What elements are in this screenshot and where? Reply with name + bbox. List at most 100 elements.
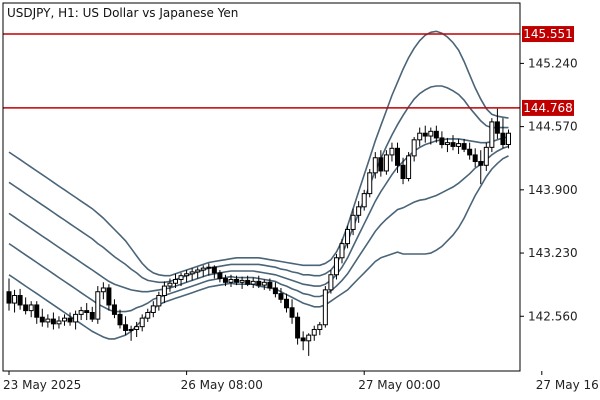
candle bbox=[311, 325, 317, 341]
candle-body-bull bbox=[189, 271, 195, 275]
candle-body-bear bbox=[433, 130, 439, 139]
candle-body-bear bbox=[67, 317, 73, 323]
candle-body-bull bbox=[239, 279, 245, 283]
candle bbox=[361, 189, 367, 211]
candle-body-bull bbox=[311, 328, 317, 336]
candle-body-bull bbox=[417, 132, 423, 141]
candle bbox=[211, 265, 217, 279]
candle bbox=[106, 284, 112, 311]
candle bbox=[284, 293, 289, 313]
candle bbox=[23, 297, 29, 315]
candle bbox=[378, 150, 384, 177]
candle-body-bear bbox=[472, 154, 478, 163]
candle bbox=[84, 303, 90, 321]
candle bbox=[45, 314, 51, 328]
candle bbox=[406, 152, 412, 182]
candle bbox=[439, 131, 445, 149]
candle bbox=[89, 306, 95, 322]
candle bbox=[189, 268, 195, 281]
level-label-0: 145.551 bbox=[523, 27, 573, 41]
band-line-0 bbox=[8, 30, 509, 277]
candle bbox=[56, 316, 62, 329]
candle-body-bear bbox=[400, 164, 406, 180]
candle bbox=[395, 142, 400, 173]
candle-body-bear bbox=[500, 132, 506, 146]
candle bbox=[322, 286, 328, 328]
level-label-1: 144.768 bbox=[523, 101, 573, 115]
candle bbox=[111, 299, 117, 319]
candle-body-bull bbox=[411, 139, 417, 157]
candle-body-bull bbox=[56, 320, 62, 325]
y-tick-label: 143.900 bbox=[528, 183, 578, 197]
candle bbox=[411, 136, 417, 162]
candle-body-bull bbox=[317, 324, 323, 330]
candle bbox=[150, 301, 156, 318]
candle bbox=[400, 157, 406, 185]
candle bbox=[161, 281, 167, 304]
candle-body-bull bbox=[95, 291, 101, 320]
candle-body-bear bbox=[461, 143, 467, 150]
candle bbox=[306, 333, 312, 356]
plot-frame bbox=[2, 2, 521, 372]
candle-body-bull bbox=[250, 280, 256, 285]
candle-body-bear bbox=[123, 324, 129, 331]
candle bbox=[250, 277, 256, 288]
candle-body-bull bbox=[167, 282, 173, 287]
candle bbox=[128, 325, 134, 341]
candle bbox=[123, 316, 129, 336]
x-tick-label: 27 May 00:00 bbox=[358, 378, 440, 392]
candle-body-bull bbox=[156, 295, 162, 307]
candle-body-bull bbox=[134, 326, 140, 330]
candle-body-bull bbox=[261, 281, 267, 286]
candle bbox=[12, 289, 18, 313]
y-tick-label: 145.240 bbox=[528, 56, 578, 70]
candle bbox=[195, 267, 201, 279]
candle bbox=[239, 276, 245, 289]
candle-body-bull bbox=[356, 206, 362, 216]
candle bbox=[200, 265, 206, 277]
candle bbox=[478, 150, 484, 185]
candle bbox=[222, 274, 228, 287]
candle bbox=[506, 129, 511, 149]
candle-body-bear bbox=[23, 304, 29, 312]
candle bbox=[389, 142, 395, 162]
candle-body-bear bbox=[494, 121, 500, 134]
candle bbox=[50, 312, 56, 330]
candle bbox=[428, 127, 434, 145]
candle-body-bull bbox=[489, 121, 495, 148]
candle bbox=[34, 301, 40, 324]
levels-layer: 145.551 144.768 bbox=[3, 26, 574, 116]
candle-body-bear bbox=[478, 161, 484, 166]
candle bbox=[494, 108, 500, 139]
candle bbox=[39, 308, 45, 327]
candle-body-bull bbox=[350, 214, 356, 230]
candle bbox=[444, 137, 450, 153]
candle-body-bear bbox=[39, 316, 45, 323]
candle-body-bear bbox=[106, 287, 112, 306]
candle-body-bull bbox=[128, 328, 134, 331]
candle bbox=[134, 321, 140, 338]
candle-body-bull bbox=[173, 278, 178, 284]
candle bbox=[67, 312, 73, 326]
chart-title: USDJPY, H1: US Dollar vs Japanese Yen bbox=[7, 6, 238, 20]
candle-body-bear bbox=[439, 137, 445, 146]
candle bbox=[261, 279, 267, 290]
candle bbox=[217, 270, 223, 283]
candle-body-bear bbox=[34, 304, 40, 318]
candle-body-bull bbox=[45, 318, 51, 323]
candle-body-bull bbox=[62, 317, 67, 322]
candle bbox=[345, 225, 351, 249]
candle bbox=[339, 238, 345, 264]
candle bbox=[6, 278, 12, 311]
candle bbox=[78, 306, 84, 321]
candle-body-bear bbox=[111, 304, 117, 315]
candle-body-bear bbox=[217, 272, 223, 280]
candle-body-bear bbox=[245, 279, 251, 285]
candle-body-bull bbox=[506, 132, 511, 146]
candle bbox=[267, 278, 273, 291]
candle-body-bear bbox=[234, 278, 240, 283]
candle bbox=[333, 253, 339, 280]
candle-body-bear bbox=[222, 278, 228, 283]
candle bbox=[500, 118, 506, 149]
